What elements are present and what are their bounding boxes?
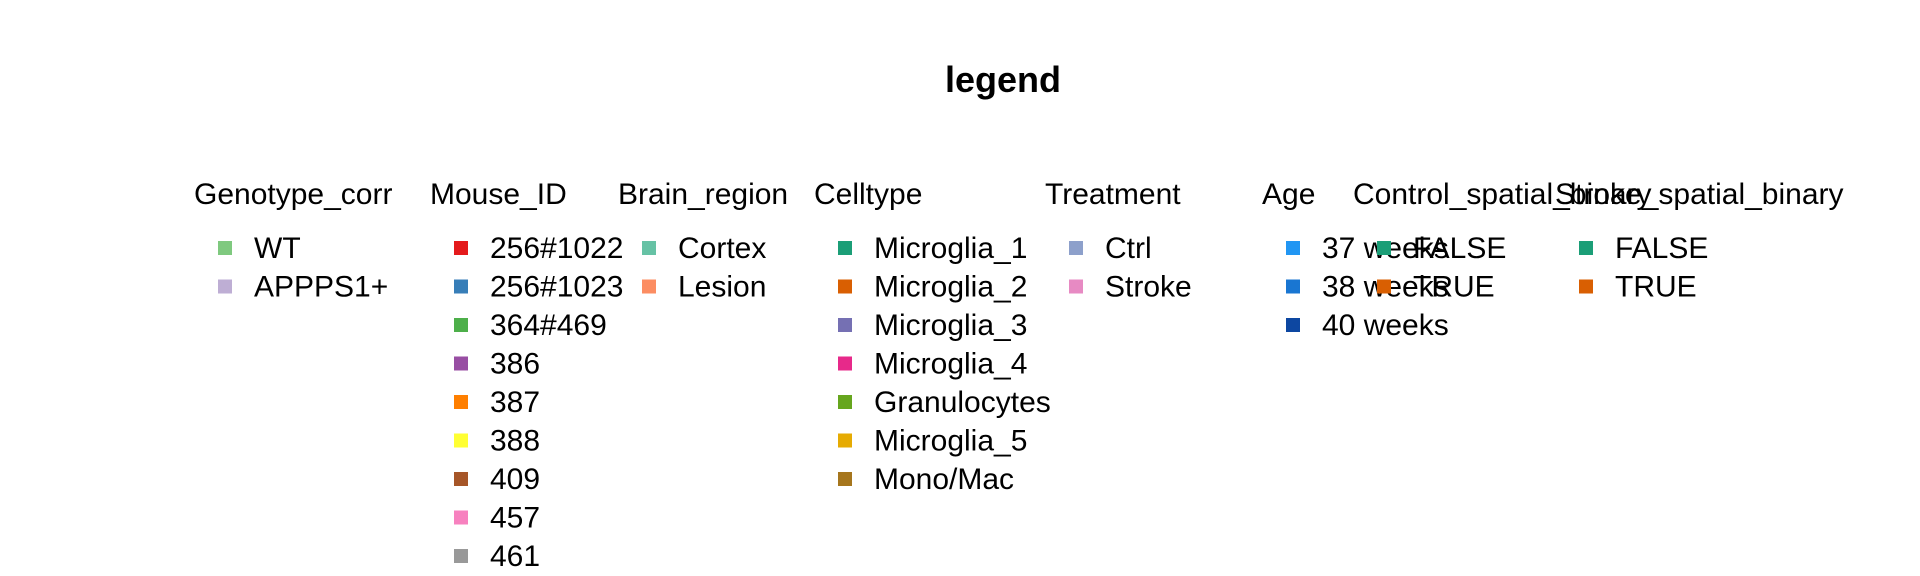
legend-key bbox=[1377, 279, 1391, 294]
legend-group: Brain_region Cortex Lesion bbox=[618, 178, 788, 304]
legend-key bbox=[838, 433, 852, 448]
legend-entry-label: 457 bbox=[490, 502, 540, 535]
legend-key bbox=[454, 356, 468, 371]
legend-entry-label: 387 bbox=[490, 386, 540, 419]
legend-entry-label: 409 bbox=[490, 463, 540, 496]
legend-entry-label: Cortex bbox=[678, 232, 766, 265]
legend-title: legend bbox=[945, 59, 1061, 100]
legend-key bbox=[454, 395, 468, 409]
legend-key bbox=[218, 279, 232, 294]
legend-key bbox=[1286, 241, 1300, 255]
legend-key bbox=[454, 549, 468, 563]
legend-entry-label: Microglia_1 bbox=[874, 232, 1027, 265]
legend-group-title: Age bbox=[1262, 178, 1315, 211]
legend-entry-label: Mono/Mac bbox=[874, 463, 1014, 496]
legend-group-title: Mouse_ID bbox=[430, 178, 567, 211]
legend-entry-label: 364#469 bbox=[490, 309, 607, 342]
legend-key bbox=[642, 279, 656, 294]
legend-key bbox=[454, 433, 468, 448]
legend-key bbox=[642, 241, 656, 255]
legend-entry-label: Microglia_3 bbox=[874, 309, 1027, 342]
legend-group-title: Control_spatial_binary bbox=[1353, 178, 1652, 211]
legend-group: Mouse_ID 256#1022 256#1023 364#469 386 387 388… bbox=[430, 178, 623, 573]
legend-entry-label: Microglia_2 bbox=[874, 271, 1027, 304]
legend-key bbox=[838, 318, 852, 332]
legend-key bbox=[454, 472, 468, 486]
legend-key bbox=[1069, 241, 1083, 255]
legend-entry-label: Granulocytes bbox=[874, 386, 1051, 419]
legend-group-title: Brain_region bbox=[618, 178, 788, 211]
legend-group-title: Celltype bbox=[814, 178, 922, 211]
legend-key bbox=[1579, 241, 1593, 255]
legend-entry-label: WT bbox=[254, 232, 301, 265]
legend-entry-label: Microglia_5 bbox=[874, 425, 1027, 458]
legend-entry-label: 256#1022 bbox=[490, 232, 623, 265]
legend-group-title: Stroke_spatial_binary bbox=[1555, 178, 1844, 211]
legend-entry-label: 40 weeks bbox=[1322, 309, 1449, 342]
legend-groups: Genotype_corr WT APPPS1+ Mouse_ID 256#1022 25… bbox=[194, 178, 1844, 573]
legend-entry-label: Stroke bbox=[1105, 271, 1192, 304]
legend-key bbox=[1069, 279, 1083, 294]
legend-entry-label: APPPS1+ bbox=[254, 271, 388, 304]
legend-key bbox=[454, 279, 468, 294]
legend-entry-label: 461 bbox=[490, 540, 540, 573]
legend-group: Celltype Microglia_1 Microglia_2 Microglia_… bbox=[814, 178, 1051, 496]
legend-group-title: Genotype_corr bbox=[194, 178, 392, 211]
legend-group-title: Treatment bbox=[1045, 178, 1181, 211]
legend-key bbox=[454, 510, 468, 525]
legend-key bbox=[454, 241, 468, 255]
legend-entry-label: FALSE bbox=[1615, 232, 1708, 265]
legend-key bbox=[838, 395, 852, 409]
legend-entry-label: FALSE bbox=[1413, 232, 1506, 265]
legend-key bbox=[1286, 279, 1300, 294]
legend-entry-label: TRUE bbox=[1615, 271, 1697, 304]
legend-entry-label: 386 bbox=[490, 348, 540, 381]
legend-key bbox=[838, 356, 852, 371]
legend-entry-label: Ctrl bbox=[1105, 232, 1152, 265]
legend-group: Control_spatial_binary FALSE TRUE bbox=[1353, 178, 1652, 304]
legend-key bbox=[838, 241, 852, 255]
legend-group: Treatment Ctrl Stroke bbox=[1045, 178, 1192, 304]
legend-key bbox=[454, 318, 468, 332]
legend-group: Stroke_spatial_binary FALSE TRUE bbox=[1555, 178, 1844, 304]
legend-entry-label: Microglia_4 bbox=[874, 348, 1027, 381]
legend-key bbox=[838, 279, 852, 294]
legend-entry-label: 388 bbox=[490, 425, 540, 458]
legend-key bbox=[218, 241, 232, 255]
legend-key bbox=[1579, 279, 1593, 294]
legend-group: Genotype_corr WT APPPS1+ bbox=[194, 178, 392, 304]
legend-entry-label: Lesion bbox=[678, 271, 766, 304]
legend-entry-label: TRUE bbox=[1413, 271, 1495, 304]
legend-key bbox=[1286, 318, 1300, 332]
legend-key bbox=[1377, 241, 1391, 255]
legend-key bbox=[838, 472, 852, 486]
legend-entry-label: 256#1023 bbox=[490, 271, 623, 304]
